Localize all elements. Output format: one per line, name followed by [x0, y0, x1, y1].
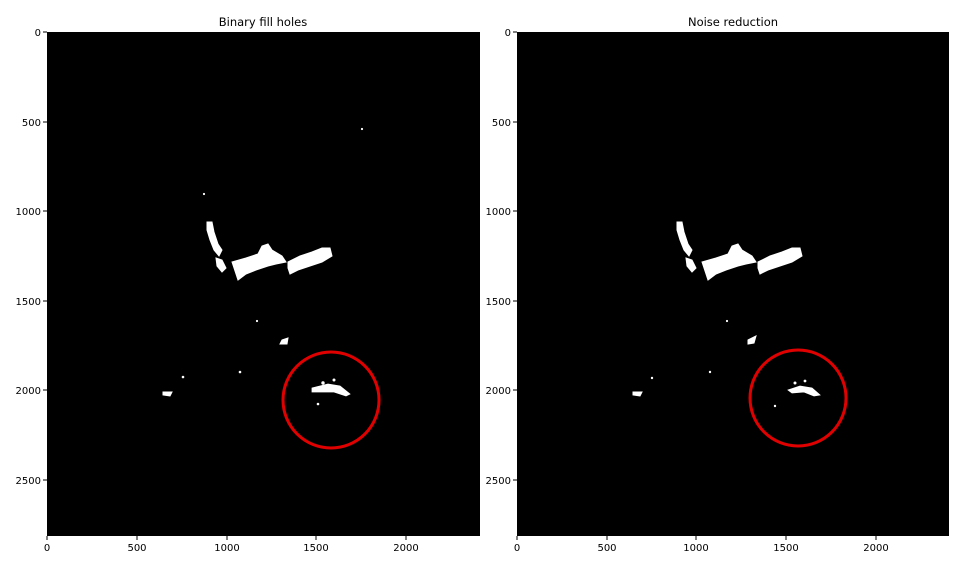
left-y-tick-1: 500 [22, 118, 41, 129]
left-annotation-circle [281, 350, 381, 450]
left-x-tick-2: 1000 [214, 543, 239, 554]
left-panel: Binary fill holes [16, 15, 480, 554]
right-panel: Noise reduction 0 500 [470, 0, 951, 568]
right-binary-image [517, 32, 949, 536]
right-x-tick-4: 2000 [863, 543, 888, 554]
right-y-tick-1: 500 [492, 118, 511, 129]
right-y-tick-4: 2000 [486, 386, 511, 397]
left-binary-image [47, 32, 480, 536]
right-y-axis [513, 31, 517, 481]
right-x-tick-3: 1500 [773, 543, 798, 554]
right-annotation-circle [748, 348, 848, 448]
right-x-tick-2: 1000 [683, 543, 708, 554]
left-figure: Binary fill holes [16, 15, 480, 554]
left-y-tick-0: 0 [35, 28, 41, 39]
left-panel-title: Binary fill holes [219, 15, 308, 29]
left-y-tick-2: 1000 [16, 207, 41, 218]
left-x-tick-0: 0 [44, 543, 50, 554]
right-y-tick-3: 1500 [486, 297, 511, 308]
right-x-tick-1: 500 [597, 543, 616, 554]
left-y-tick-5: 2500 [16, 476, 41, 487]
right-white-regions [632, 221, 821, 408]
left-y-axis [43, 31, 47, 481]
right-y-tick-5: 2500 [486, 476, 511, 487]
left-x-tick-1: 500 [127, 543, 146, 554]
right-y-tick-0: 0 [505, 28, 511, 39]
left-y-tick-4: 2000 [16, 386, 41, 397]
right-x-tick-0: 0 [514, 543, 520, 554]
right-x-axis [516, 536, 877, 540]
left-x-tick-3: 1500 [303, 543, 328, 554]
left-white-regions [162, 127, 364, 406]
left-x-axis [46, 536, 407, 540]
right-panel-title: Noise reduction [688, 15, 778, 29]
left-x-tick-4: 2000 [393, 543, 418, 554]
right-y-tick-2: 1000 [486, 207, 511, 218]
left-y-tick-3: 1500 [16, 297, 41, 308]
right-figure: Noise reduction 0 500 [486, 15, 949, 554]
